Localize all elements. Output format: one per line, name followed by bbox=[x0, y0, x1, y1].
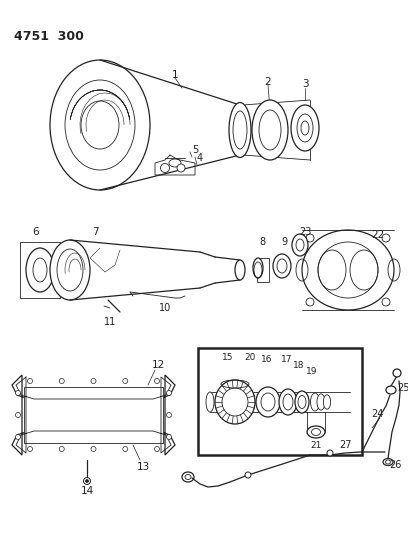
Text: 1: 1 bbox=[172, 70, 178, 80]
Ellipse shape bbox=[91, 378, 96, 384]
Ellipse shape bbox=[382, 298, 390, 306]
Text: 25: 25 bbox=[397, 383, 408, 393]
Bar bbox=[24, 387, 163, 443]
Ellipse shape bbox=[235, 260, 245, 280]
Bar bbox=[198, 348, 362, 455]
Ellipse shape bbox=[383, 458, 393, 465]
Text: 27: 27 bbox=[339, 440, 351, 450]
Text: 17: 17 bbox=[281, 356, 293, 365]
Ellipse shape bbox=[306, 298, 314, 306]
Bar bbox=[20, 242, 60, 298]
Ellipse shape bbox=[59, 378, 64, 384]
Ellipse shape bbox=[382, 234, 390, 242]
Ellipse shape bbox=[123, 447, 128, 451]
Text: 12: 12 bbox=[151, 360, 164, 370]
Text: 7: 7 bbox=[92, 227, 98, 237]
Ellipse shape bbox=[27, 447, 33, 451]
Ellipse shape bbox=[91, 447, 96, 451]
Text: 20: 20 bbox=[244, 353, 256, 362]
Ellipse shape bbox=[50, 60, 150, 190]
Ellipse shape bbox=[324, 395, 330, 409]
Ellipse shape bbox=[16, 391, 20, 395]
Ellipse shape bbox=[252, 100, 288, 160]
Bar bbox=[257, 258, 269, 282]
Ellipse shape bbox=[253, 258, 263, 278]
Ellipse shape bbox=[166, 391, 171, 395]
Text: 2: 2 bbox=[265, 77, 271, 87]
Text: 15: 15 bbox=[222, 353, 234, 362]
Ellipse shape bbox=[166, 413, 171, 417]
Ellipse shape bbox=[160, 164, 169, 173]
Ellipse shape bbox=[215, 380, 255, 424]
Text: 21: 21 bbox=[310, 440, 322, 449]
Ellipse shape bbox=[279, 389, 297, 415]
Ellipse shape bbox=[317, 394, 325, 410]
Ellipse shape bbox=[26, 248, 54, 292]
Ellipse shape bbox=[306, 234, 314, 242]
Ellipse shape bbox=[123, 378, 128, 384]
Ellipse shape bbox=[166, 434, 171, 440]
Text: 22: 22 bbox=[371, 230, 385, 240]
Ellipse shape bbox=[245, 472, 251, 478]
Text: 4751  300: 4751 300 bbox=[14, 30, 84, 43]
Ellipse shape bbox=[393, 369, 401, 377]
Text: 14: 14 bbox=[80, 486, 93, 496]
Ellipse shape bbox=[16, 434, 20, 440]
Text: 11: 11 bbox=[104, 317, 116, 327]
Text: 8: 8 bbox=[259, 237, 265, 247]
Text: 3: 3 bbox=[302, 79, 308, 89]
Ellipse shape bbox=[16, 413, 20, 417]
Ellipse shape bbox=[86, 480, 89, 482]
Text: 13: 13 bbox=[136, 462, 150, 472]
Polygon shape bbox=[12, 375, 175, 455]
Text: 4: 4 bbox=[197, 153, 203, 163]
Ellipse shape bbox=[310, 393, 319, 411]
Text: 6: 6 bbox=[33, 227, 39, 237]
Text: 5: 5 bbox=[192, 145, 198, 155]
Ellipse shape bbox=[59, 447, 64, 451]
Ellipse shape bbox=[273, 254, 291, 278]
Ellipse shape bbox=[155, 447, 160, 451]
Ellipse shape bbox=[291, 105, 319, 151]
Ellipse shape bbox=[295, 391, 309, 413]
Text: 26: 26 bbox=[389, 460, 401, 470]
Ellipse shape bbox=[292, 234, 308, 256]
Ellipse shape bbox=[386, 386, 396, 394]
Ellipse shape bbox=[302, 230, 394, 310]
Text: 18: 18 bbox=[293, 361, 305, 370]
Ellipse shape bbox=[27, 378, 33, 384]
Text: 9: 9 bbox=[281, 237, 287, 247]
Ellipse shape bbox=[229, 102, 251, 157]
Ellipse shape bbox=[307, 426, 325, 438]
Ellipse shape bbox=[256, 387, 280, 417]
Text: 24: 24 bbox=[371, 409, 383, 419]
Text: 19: 19 bbox=[306, 367, 318, 376]
Text: 23: 23 bbox=[299, 227, 311, 237]
Ellipse shape bbox=[206, 392, 214, 412]
Ellipse shape bbox=[327, 450, 333, 456]
Text: 10: 10 bbox=[159, 303, 171, 313]
Text: 16: 16 bbox=[261, 356, 273, 365]
Ellipse shape bbox=[50, 240, 90, 300]
Ellipse shape bbox=[155, 378, 160, 384]
Ellipse shape bbox=[177, 164, 185, 172]
